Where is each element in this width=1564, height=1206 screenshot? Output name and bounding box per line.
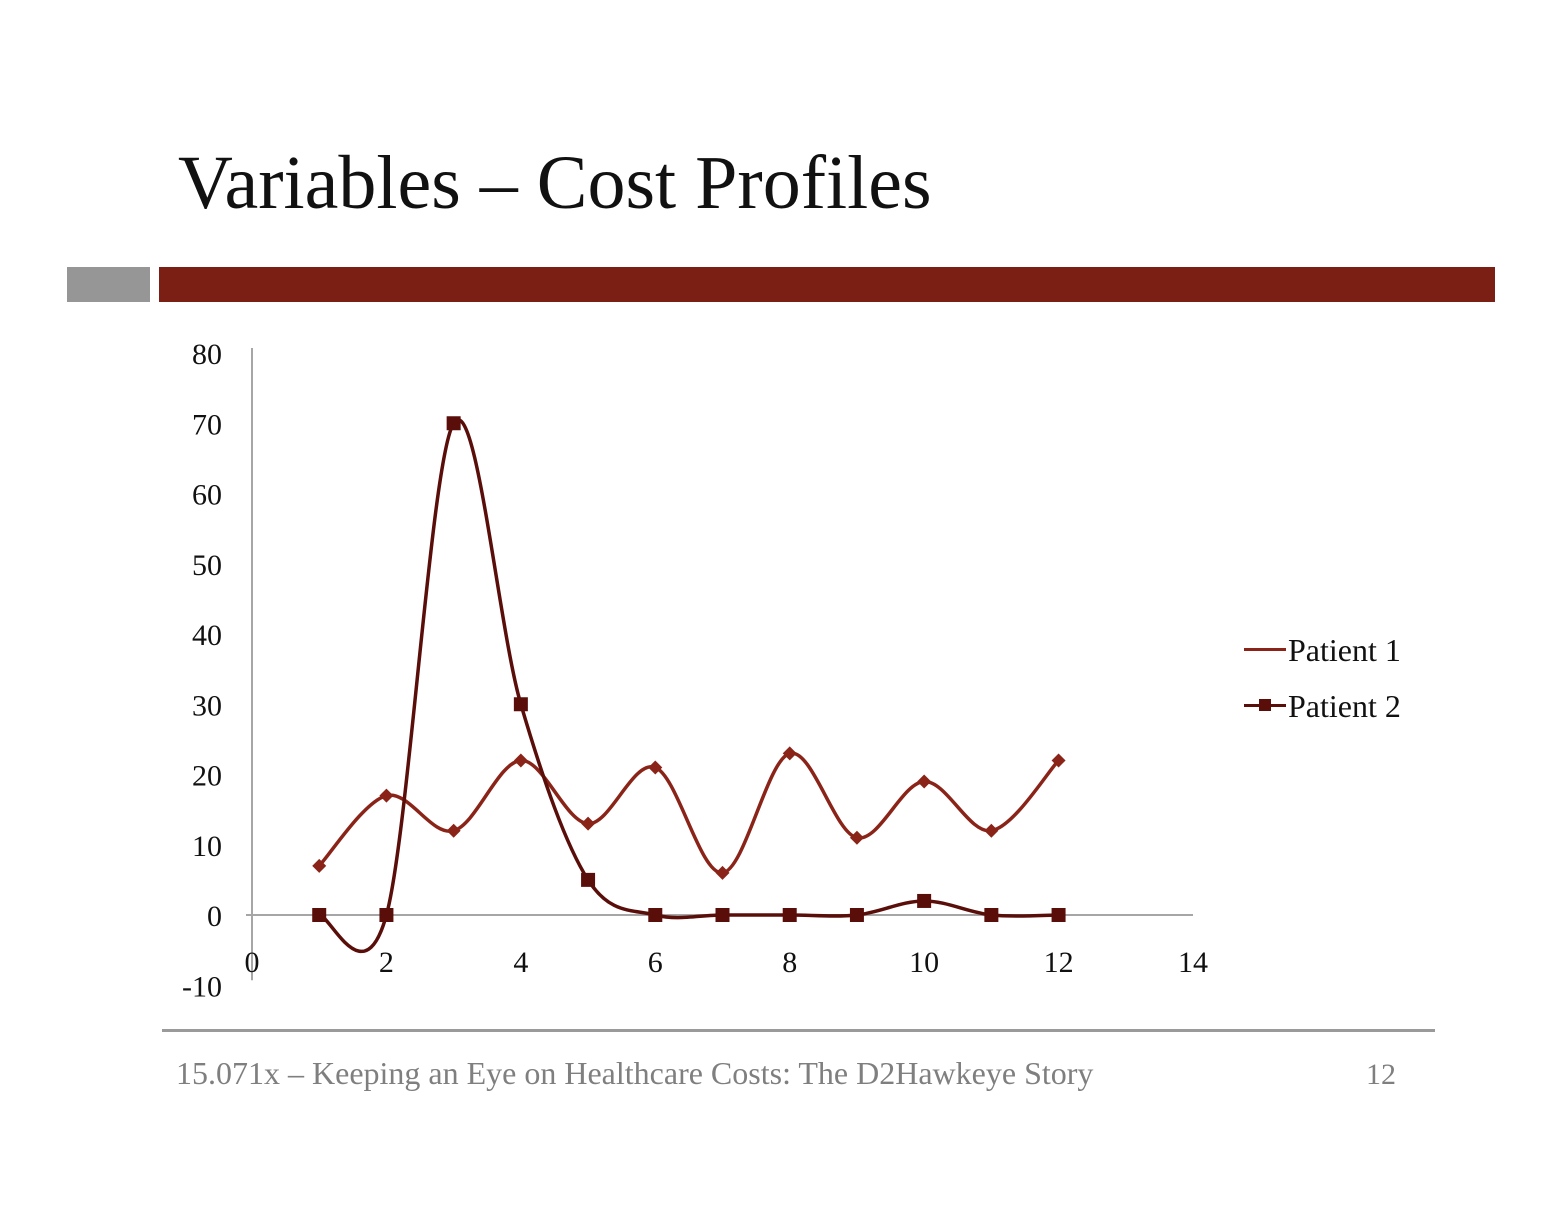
footer-divider: [162, 1029, 1435, 1032]
data-point-patient-1: [849, 830, 864, 845]
y-tick-label: 20: [192, 760, 222, 793]
y-tick-label: 30: [192, 689, 222, 722]
data-point-patient-1: [581, 816, 596, 831]
data-point-patient-1: [782, 746, 797, 761]
y-tick-label: 70: [192, 408, 222, 441]
x-tick-label: 2: [379, 946, 394, 979]
data-point-patient-1: [446, 823, 461, 838]
data-point-patient-2: [581, 872, 596, 887]
legend-label-patient-2: Patient 2: [1288, 687, 1401, 724]
data-point-patient-1: [984, 823, 999, 838]
legend-swatch-patient-1: [1244, 640, 1286, 660]
data-point-patient-2: [984, 908, 999, 922]
y-tick-label: 40: [192, 619, 222, 652]
data-point-patient-2: [312, 908, 327, 922]
data-point-patient-1: [1051, 753, 1066, 768]
legend-swatch-patient-2: [1244, 696, 1286, 716]
data-point-patient-1: [513, 753, 528, 768]
slide-title: Variables – Cost Profiles: [178, 141, 932, 225]
data-point-patient-1: [715, 865, 730, 880]
footer-course-title: 15.071x – Keeping an Eye on Healthcare C…: [176, 1055, 1094, 1091]
x-tick-label: 14: [1178, 946, 1208, 979]
legend-item-patient-1: Patient 1: [1244, 622, 1401, 678]
title-accent-gray-bar: [67, 267, 150, 302]
x-tick-label: 6: [648, 946, 663, 979]
y-tick-label: -10: [182, 970, 222, 1003]
x-tick-label: 12: [1044, 946, 1074, 979]
data-point-patient-1: [379, 788, 394, 803]
data-point-patient-2: [715, 908, 730, 922]
x-tick-label: 10: [909, 946, 939, 979]
page-number: 12: [1366, 1058, 1396, 1091]
legend-item-patient-2: Patient 2: [1244, 678, 1401, 734]
data-point-patient-2: [1051, 908, 1066, 922]
data-point-patient-2: [648, 908, 663, 922]
data-point-patient-2: [513, 697, 528, 712]
data-point-patient-2: [446, 416, 461, 431]
data-point-patient-2: [917, 893, 932, 908]
chart-legend: Patient 1 Patient 2: [1244, 622, 1401, 734]
y-tick-label: 80: [192, 338, 222, 371]
y-tick-label: 0: [207, 900, 222, 933]
y-tick-label: 50: [192, 549, 222, 582]
data-point-patient-2: [379, 908, 394, 922]
title-accent-red-bar: [159, 267, 1495, 302]
legend-label-patient-1: Patient 1: [1288, 631, 1401, 668]
x-tick-label: 8: [782, 946, 797, 979]
data-point-patient-1: [312, 858, 327, 873]
x-tick-label: 0: [245, 946, 260, 979]
x-tick-label: 4: [513, 946, 528, 979]
y-tick-label: 60: [192, 479, 222, 512]
series-line-patient-2: [318, 418, 1059, 954]
data-point-patient-1: [917, 774, 932, 789]
data-point-patient-1: [648, 760, 663, 775]
series-line-patient-1: [317, 751, 1060, 875]
data-point-patient-2: [782, 908, 797, 922]
data-point-patient-2: [849, 908, 864, 922]
y-tick-label: 10: [192, 830, 222, 863]
